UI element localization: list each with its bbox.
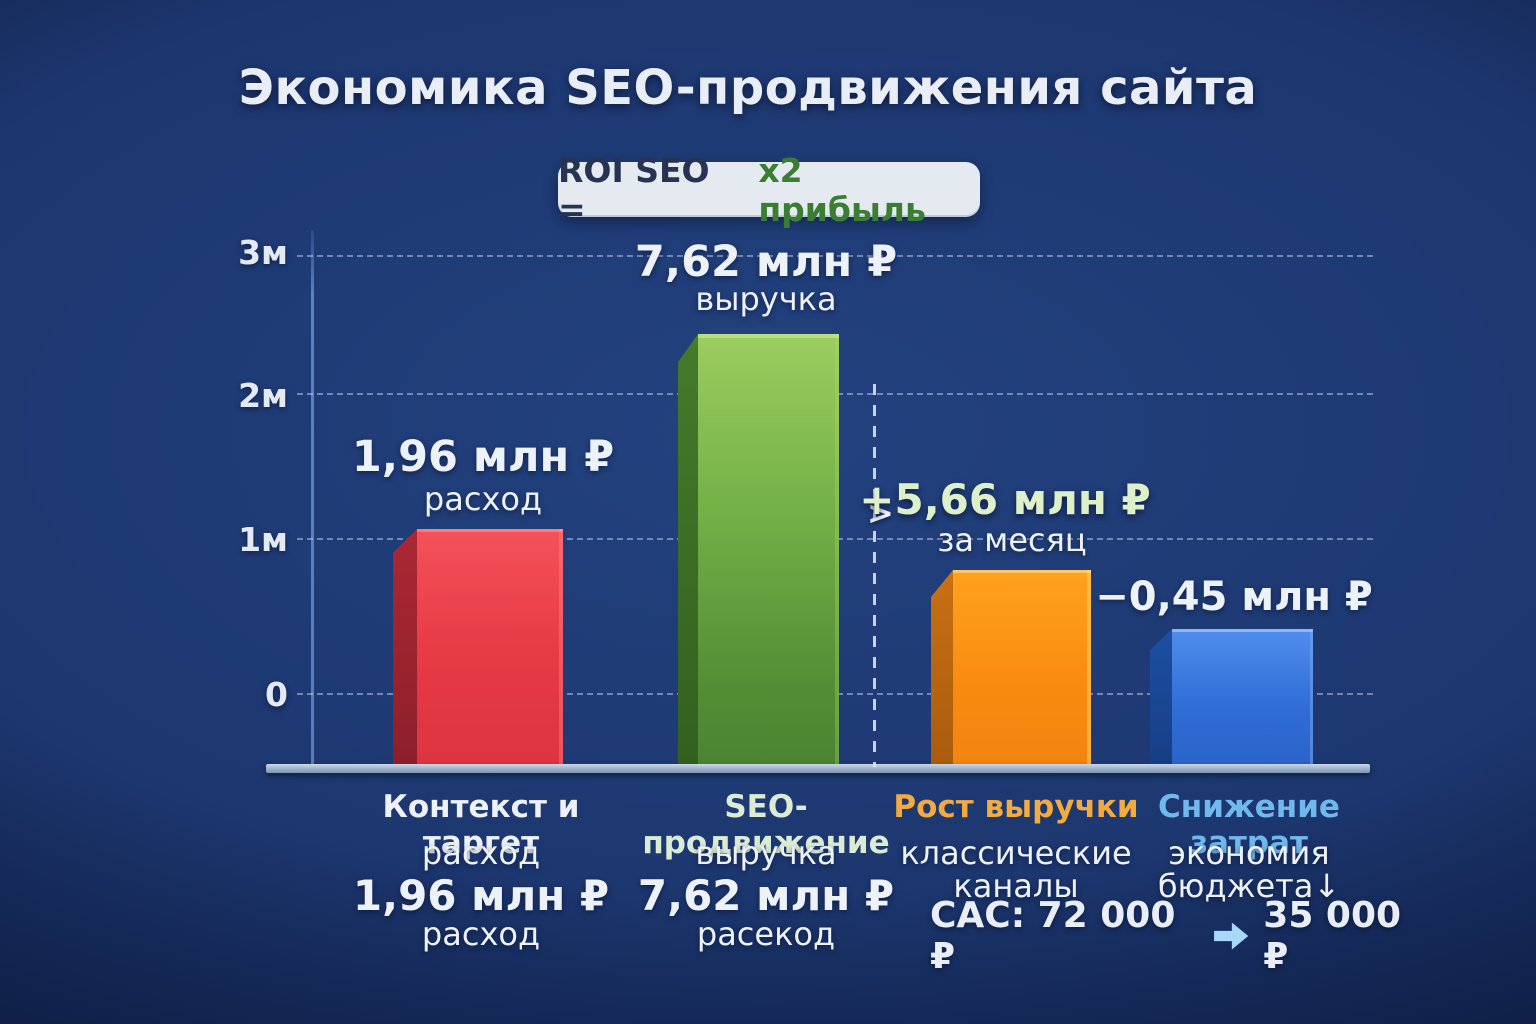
bar-front-face — [953, 570, 1091, 767]
category-value-seo: 7,62 млн ₽ — [637, 871, 895, 920]
bar-front-face — [417, 529, 563, 767]
category-sublabel-context: расход — [421, 834, 541, 872]
y-axis-label-3m: 3м — [238, 233, 288, 272]
bar-seo-value-label: 7,62 млн ₽ — [634, 237, 898, 287]
bar-side-face — [678, 334, 698, 767]
category-label-seo: SEO-продвижение — [642, 789, 890, 861]
bar-seo-value-sublabel: выручка — [695, 280, 837, 318]
category-label-revenue-growth: Рост выручки — [893, 789, 1139, 825]
category-label-context-target: Контекст и таргет — [382, 789, 580, 861]
y-axis-label-0: 0 — [265, 675, 288, 714]
category-sublabel-costs-line2: бюджета↓ — [1157, 867, 1341, 905]
y-axis-line — [311, 230, 314, 770]
category-sublabel-seo: выручка — [695, 834, 837, 872]
category-label-cost-reduction: Снижение затрат — [1158, 789, 1340, 861]
y-axis-label-1m: 1м — [238, 520, 288, 559]
divider-dashed-line — [873, 384, 876, 767]
y-axis-label-2m: 2м — [238, 376, 288, 415]
roi-badge-label: ROI SEO = — [558, 150, 710, 229]
chevron-right-icon: > — [867, 494, 894, 532]
savings-annotation-value: −0,45 млн ₽ — [1095, 574, 1373, 620]
category-sublabel2-context: расход — [421, 915, 541, 953]
bar-context-value-sublabel: расход — [423, 480, 543, 518]
arrow-right-icon — [1214, 922, 1249, 950]
category-sublabel2-seo: расекод — [696, 915, 836, 953]
cac-before-value: CAC: 72 000 ₽ — [930, 895, 1176, 977]
x-axis-baseline — [266, 764, 1370, 773]
bar-seo-promotion — [678, 334, 839, 767]
category-sublabel-growth-line1: классические — [900, 834, 1132, 872]
bar-context-value-label: 1,96 млн ₽ — [351, 432, 615, 482]
category-value-context: 1,96 млн ₽ — [352, 871, 610, 920]
bar-context-target — [393, 529, 563, 767]
roi-badge: ROI SEO = x2 прибыль — [558, 151, 980, 229]
bar-side-face — [1150, 629, 1172, 767]
cac-after-value: 35 000 ₽ — [1263, 895, 1402, 977]
roi-badge-value: x2 прибыль — [758, 150, 926, 229]
bar-front-face — [1172, 629, 1313, 767]
bar-side-face — [931, 570, 953, 767]
bar-cost-reduction — [1150, 629, 1313, 767]
growth-annotation-value: +5,66 млн ₽ — [859, 475, 1151, 524]
category-sublabel-growth-line2: каналы — [953, 867, 1079, 905]
category-sublabel-costs-line1: экономия — [1168, 834, 1330, 872]
growth-annotation-sublabel: за месяц — [937, 521, 1087, 559]
bar-front-face — [698, 334, 839, 767]
gridline-3m — [297, 255, 1373, 257]
page-title: Экономика SEO-продвижения сайта — [238, 60, 1258, 116]
bar-side-face — [393, 529, 417, 767]
cac-note: CAC: 72 000 ₽ 35 000 ₽ — [930, 895, 1430, 977]
bar-revenue-growth — [931, 570, 1091, 767]
